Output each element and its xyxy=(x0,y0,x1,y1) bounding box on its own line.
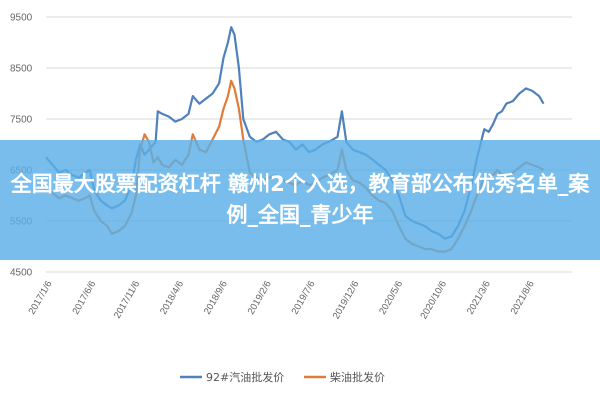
legend-label: 92#汽油批发价 xyxy=(206,370,284,384)
y-tick-label: 4500 xyxy=(10,268,33,279)
x-tick-label: 2021/3/6 xyxy=(465,279,493,317)
x-tick-label: 2017/11/6 xyxy=(112,279,142,320)
y-tick-label: 7500 xyxy=(10,115,33,126)
x-tick-label: 2019/2/6 xyxy=(246,279,274,317)
headline-banner: 全国最大股票配资杠杆 赣州2个入选，教育部公布优秀名单_案例_全国_青少年 xyxy=(0,140,600,260)
x-tick-label: 2019/12/6 xyxy=(331,279,362,321)
banner-title: 全国最大股票配资杠杆 赣州2个入选，教育部公布优秀名单_案例_全国_青少年 xyxy=(10,172,590,227)
x-tick-label: 2018/9/6 xyxy=(202,279,230,317)
legend-label: 柴油批发价 xyxy=(330,370,385,384)
x-tick-label: 2021/8/6 xyxy=(509,279,537,317)
x-tick-label: 2017/1/6 xyxy=(27,279,55,317)
legend: 92#汽油批发价 柴油批发价 xyxy=(180,370,385,384)
x-tick-label: 2018/4/6 xyxy=(158,279,186,317)
x-tick-label: 2019/7/6 xyxy=(290,279,318,317)
x-tick-label: 2020/5/6 xyxy=(377,279,405,317)
x-tick-label: 2020/10/6 xyxy=(418,279,449,321)
y-tick-label: 8500 xyxy=(10,64,33,75)
x-axis-ticks: 2017/1/6 2017/6/6 2017/11/6 2018/4/6 2018/9/… xyxy=(27,279,537,321)
x-tick-label: 2017/6/6 xyxy=(70,279,98,317)
y-tick-label: 9500 xyxy=(10,13,33,24)
